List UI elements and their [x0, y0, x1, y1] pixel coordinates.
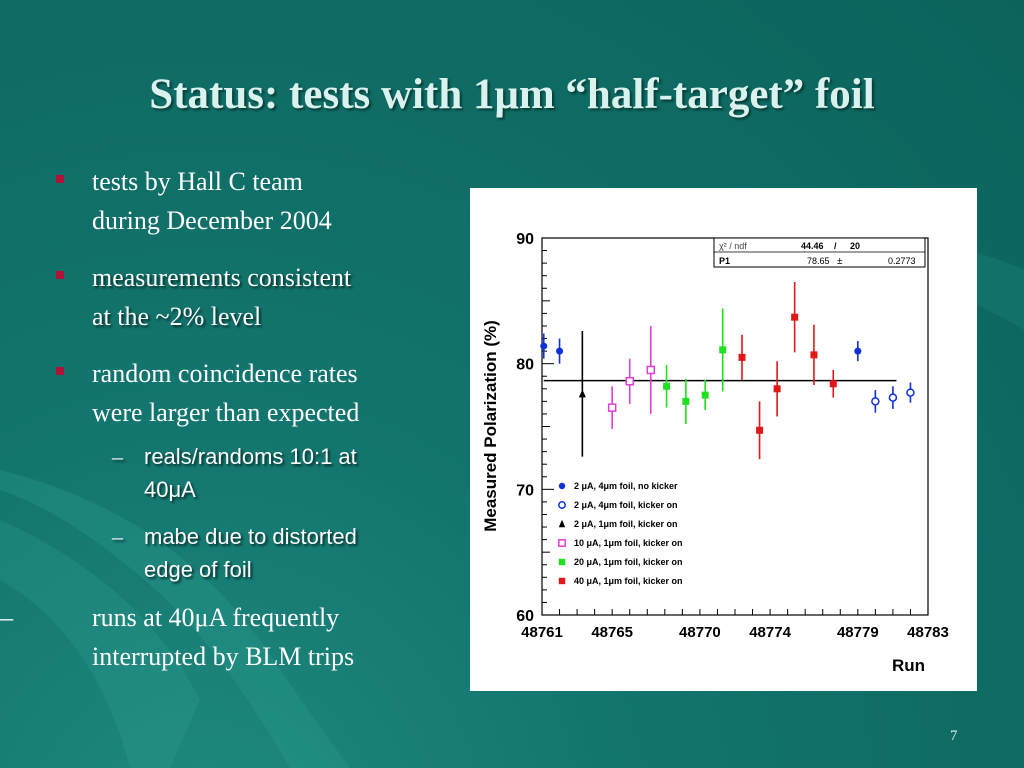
data-point — [888, 393, 898, 402]
data-point — [756, 426, 764, 434]
bullet-line: were larger than expected — [92, 398, 360, 427]
data-point — [625, 377, 634, 386]
data-point — [791, 313, 799, 321]
legend-label: 2 μA, 1μm foil, kicker on — [574, 519, 678, 529]
legend-label: 40 μA, 1μm foil, kicker on — [574, 576, 683, 586]
data-points — [540, 281, 915, 460]
legend-label: 2 μA, 4μm foil, kicker on — [574, 500, 678, 510]
x-axis: 48761 48765 48770 48774 48779 48783 — [521, 609, 949, 641]
sub-bullet-line: reals/randoms 10:1 at — [144, 444, 357, 469]
y-tick-label: 70 — [516, 482, 534, 499]
bullet-line: interrupted by BLM trips — [92, 642, 355, 671]
sub-bullet-item: – reals/randoms 10:1 at 40μA — [56, 440, 456, 506]
data-point — [646, 365, 656, 375]
legend-marker — [558, 558, 566, 566]
ndf-value: 20 — [850, 241, 860, 251]
bullet-line: runs at 40μA frequently — [92, 603, 340, 632]
fit-stats-box: χ² / ndf 44.46 / 20 P1 78.65 ± 0.2773 — [713, 237, 926, 268]
data-point — [663, 382, 671, 390]
square-bullet-icon — [56, 271, 64, 279]
data-point — [854, 347, 862, 355]
x-tick-label: 48783 — [907, 624, 949, 641]
data-point — [682, 397, 690, 405]
x-tick-label: 48765 — [591, 624, 633, 641]
data-point — [607, 403, 617, 412]
fit-param-name: P1 — [719, 256, 730, 266]
y-tick-label: 80 — [516, 357, 534, 374]
legend-marker — [558, 482, 566, 490]
polarization-chart: Measured Polarization (%) Run 60 70 80 90 4… — [481, 231, 949, 675]
square-bullet-icon — [56, 367, 64, 375]
sub-bullet-line: mabe due to distorted — [144, 524, 357, 549]
bullet-line: random coincidence rates — [92, 359, 358, 388]
data-point — [738, 353, 746, 361]
bullet-line: during December 2004 — [92, 206, 332, 235]
bullet-line: tests by Hall C team — [92, 167, 303, 196]
y-axis-label: Measured Polarization (%) — [481, 320, 500, 532]
page-number: 7 — [950, 728, 958, 744]
x-tick-label: 48779 — [837, 624, 879, 641]
chart-panel: Measured Polarization (%) Run 60 70 80 90 4… — [470, 188, 977, 691]
x-tick-label: 48770 — [679, 624, 721, 641]
dash-bullet-icon: – — [0, 603, 13, 632]
data-point — [540, 342, 548, 350]
chart-legend: 2 μA, 4μm foil, no kicker 2 μA, 4μm foil,… — [558, 481, 683, 586]
legend-label: 2 μA, 4μm foil, no kicker — [574, 481, 678, 491]
fit-param-pm: ± — [837, 256, 843, 267]
dash-bullet-icon: – — [112, 444, 123, 469]
data-point — [871, 397, 880, 406]
legend-marker — [558, 577, 566, 585]
square-bullet-icon — [56, 175, 64, 183]
bullet-text: measurements consistent at the ~2% level — [92, 258, 456, 336]
bullet-line: measurements consistent — [92, 263, 352, 292]
bullet-item: tests by Hall C team during December 200… — [56, 162, 456, 240]
chi2-value: 44.46 — [801, 241, 824, 251]
x-tick-label: 48761 — [521, 624, 563, 641]
data-point — [556, 347, 564, 355]
data-point — [578, 389, 586, 398]
legend-label: 20 μA, 1μm foil, kicker on — [574, 557, 683, 567]
data-point — [719, 346, 727, 354]
data-point — [906, 388, 915, 397]
data-point — [701, 391, 709, 399]
fit-param-value: 78.65 — [807, 256, 830, 266]
fit-stats-frame — [713, 237, 926, 268]
legend-label: 10 μA, 1μm foil, kicker on — [574, 538, 683, 548]
data-point — [810, 351, 818, 359]
chi2-ndf-label: χ² / ndf — [719, 241, 747, 251]
bullet-list: tests by Hall C team during December 200… — [0, 162, 456, 676]
slide-title: Status: tests with 1μm “half-target” foi… — [149, 71, 875, 118]
y-axis: 60 70 80 90 — [516, 231, 554, 625]
bullet-text: random coincidence rates were larger tha… — [92, 354, 456, 432]
y-tick-label: 90 — [516, 231, 534, 248]
bullet-item: random coincidence rates were larger tha… — [56, 354, 456, 432]
data-point — [773, 385, 781, 393]
bullet-text: tests by Hall C team during December 200… — [92, 162, 456, 240]
dash-bullet-item: – runs at 40μA frequently interrupted by… — [0, 598, 456, 676]
bullet-item: measurements consistent at the ~2% level — [56, 258, 456, 336]
y-tick-label: 60 — [516, 608, 534, 625]
bullet-line: at the ~2% level — [92, 302, 262, 331]
sub-bullet-item: – mabe due to distorted edge of foil — [56, 520, 456, 586]
fit-param-error: 0.2773 — [888, 256, 916, 266]
dash-bullet-icon: – — [112, 524, 123, 549]
sub-bullet-line: 40μA — [144, 477, 196, 502]
x-axis-label: Run — [892, 656, 925, 675]
sub-bullet-line: edge of foil — [144, 557, 252, 582]
chi2-separator: / — [834, 241, 837, 251]
legend-marker — [558, 539, 566, 547]
x-tick-label: 48774 — [749, 624, 791, 641]
legend-marker — [558, 519, 566, 528]
legend-marker — [558, 501, 566, 509]
data-point — [829, 380, 837, 388]
